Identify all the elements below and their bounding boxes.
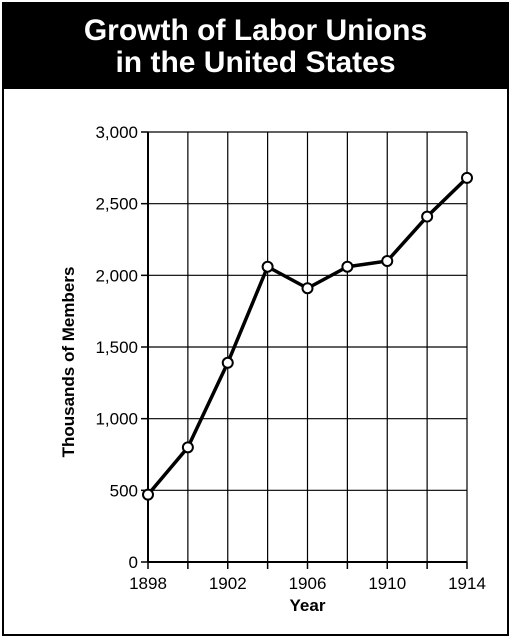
x-tick-label: 1906 xyxy=(289,574,327,593)
x-tick-label: 1898 xyxy=(129,574,167,593)
y-axis-title: Thousands of Members xyxy=(59,267,78,458)
x-tick-label: 1910 xyxy=(368,574,406,593)
data-point xyxy=(381,255,394,267)
chart-title-line-2: in the United States xyxy=(115,45,396,79)
x-tick-label: 1902 xyxy=(209,574,247,593)
grid xyxy=(147,131,468,563)
x-axis-title: Year xyxy=(290,596,326,615)
y-tick-label: 0 xyxy=(129,553,138,572)
line-chart: 0 500 1,000 1,500 2,000 2,500 3,000 1898 1902 190… xyxy=(59,123,486,615)
data-point xyxy=(341,260,354,273)
data-point xyxy=(221,356,234,369)
title-bar: Growth of Labor Unions in the United Sta… xyxy=(4,4,507,89)
y-tick-label: 3,000 xyxy=(95,123,138,142)
data-point xyxy=(142,488,154,501)
data-series xyxy=(142,171,473,501)
data-point xyxy=(461,171,473,184)
y-tick-label: 1,000 xyxy=(95,410,138,429)
y-tick-label: 2,000 xyxy=(95,266,138,285)
data-point xyxy=(421,210,434,223)
data-point xyxy=(261,260,274,273)
x-tick-label: 1914 xyxy=(448,574,486,593)
y-tick-label: 2,500 xyxy=(95,195,138,214)
y-tick-label: 1,500 xyxy=(95,338,138,357)
data-point xyxy=(301,282,314,295)
y-tick-label: 500 xyxy=(110,481,138,500)
chart-title-line-1: Growth of Labor Unions xyxy=(83,13,428,47)
data-point xyxy=(181,441,194,454)
